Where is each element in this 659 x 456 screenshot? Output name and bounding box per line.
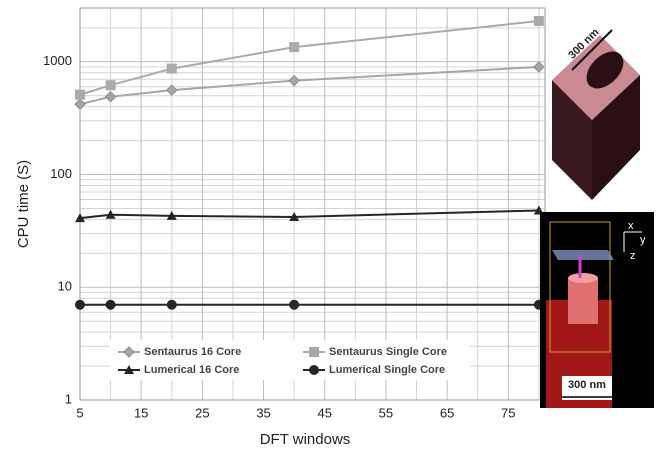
marker: [309, 347, 319, 357]
marker: [533, 61, 545, 73]
marker: [166, 84, 178, 96]
x-tick-label: 75: [501, 405, 515, 420]
marker: [309, 365, 319, 375]
x-tick-label: 5: [76, 405, 83, 420]
block-front: [592, 75, 640, 200]
y-tick-label: 1: [65, 391, 72, 406]
marker: [166, 210, 177, 220]
pillar-top: [586, 51, 624, 89]
x-tick-label: 55: [379, 405, 393, 420]
marker: [105, 80, 116, 91]
nanowire: [568, 278, 598, 324]
axis-y-label: y: [640, 234, 646, 246]
marker: [75, 213, 85, 223]
marker: [289, 299, 300, 310]
marker: [533, 16, 544, 27]
x-tick-label: 35: [256, 405, 270, 420]
y-tick-label: 10: [58, 279, 72, 294]
marker: [105, 209, 116, 219]
marker: [124, 365, 134, 374]
legend-label: Lumerical Single Core: [329, 364, 445, 376]
legend-box: [110, 340, 470, 380]
legend-label: Lumerical 16 Core: [144, 364, 239, 376]
marker: [75, 299, 85, 310]
top-inset: 300 nm: [552, 26, 640, 200]
marker: [289, 42, 300, 53]
plot-area: 1 10 100 1000 5 15 25 35 45 55 65 75 Sentaurus 16 Co…: [43, 7, 546, 420]
scale-box: [562, 376, 612, 400]
marker: [289, 211, 300, 221]
legend-label: Sentaurus Single Core: [329, 346, 447, 358]
marker: [166, 299, 177, 310]
x-tick-label: 15: [134, 405, 148, 420]
bottom-scale-label: 300 nm: [568, 379, 606, 391]
nanowire-top: [568, 273, 598, 283]
legend: Sentaurus 16 Core Sentaurus Single Core Lu…: [110, 340, 470, 380]
plot-frame: [79, 7, 546, 401]
x-tick-label: 65: [440, 405, 454, 420]
scale-arrow: [571, 29, 613, 71]
block-side: [552, 80, 592, 200]
series-line: [79, 209, 539, 220]
axis-z-label: z: [630, 250, 636, 262]
bottom-inset: x y z 300 nm: [540, 212, 654, 408]
marker: [288, 74, 300, 87]
marker: [105, 299, 116, 310]
sim-box: [549, 221, 611, 353]
x-axis-label: DFT windows: [260, 431, 351, 448]
marker: [166, 63, 177, 74]
axis-x-label: x: [628, 220, 634, 232]
x-tick-label: 45: [318, 405, 332, 420]
marker: [75, 89, 85, 100]
x-tick-label: 25: [195, 405, 209, 420]
y-tick-label: 100: [50, 166, 72, 181]
series-line: [79, 20, 539, 96]
marker: [123, 346, 135, 358]
source-plane: [552, 250, 614, 260]
y-axis-label: CPU time (S): [15, 160, 32, 248]
marker: [104, 91, 117, 103]
marker: [74, 98, 86, 110]
y-tick-label: 1000: [43, 53, 72, 68]
legend-label: Sentaurus 16 Core: [144, 346, 241, 358]
